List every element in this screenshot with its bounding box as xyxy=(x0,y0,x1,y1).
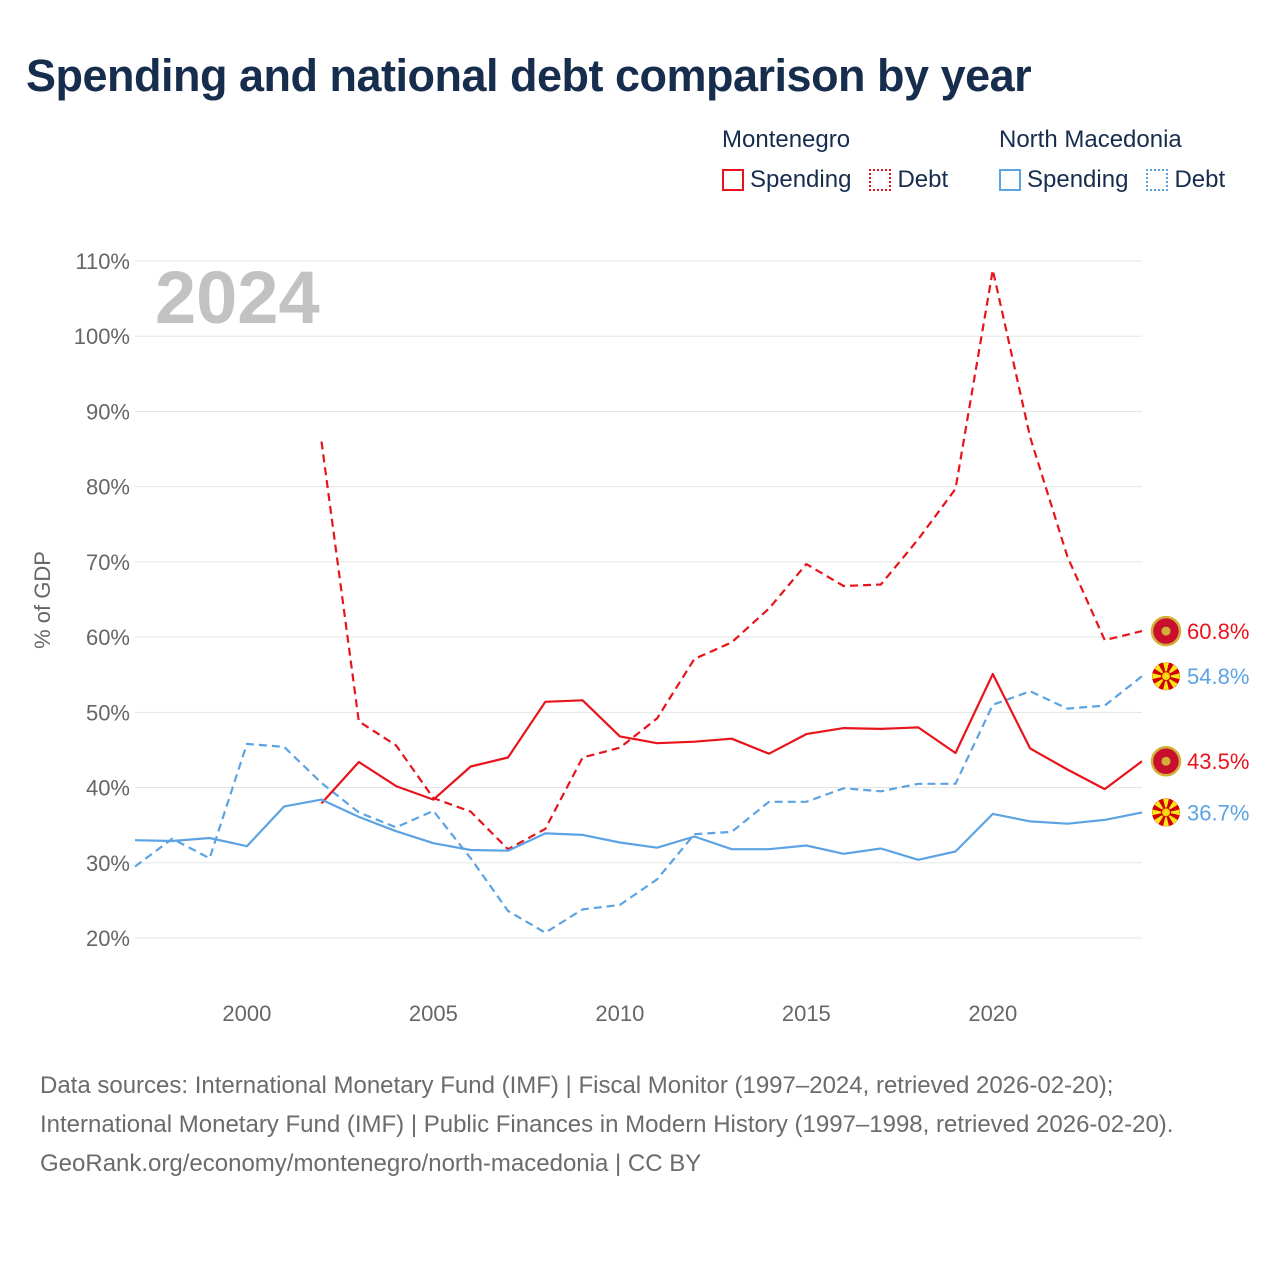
legend-item-north-macedonia-debt[interactable]: Debt xyxy=(1146,166,1225,194)
montenegro-flag-icon xyxy=(1150,615,1182,647)
dashed-line-swatch-icon xyxy=(1146,169,1169,191)
legend-item-montenegro-spending[interactable]: Spending xyxy=(722,166,851,194)
y-tick-label: 90% xyxy=(86,399,130,424)
legend-label: Spending xyxy=(750,166,852,193)
end-value-label: 60.8% xyxy=(1187,619,1249,644)
y-tick-label: 60% xyxy=(86,625,130,650)
x-tick-label: 2000 xyxy=(222,1001,271,1026)
legend-country-montenegro: Montenegro xyxy=(722,126,851,153)
legend-montenegro: Montenegro Spending Debt xyxy=(722,124,966,194)
footer: Data sources: International Monetary Fun… xyxy=(40,1066,1240,1183)
legend-label: Debt xyxy=(897,166,949,193)
north-macedonia-flag-icon xyxy=(1152,662,1180,691)
legend-item-north-macedonia-spending[interactable]: Spending xyxy=(999,166,1128,194)
y-tick-label: 40% xyxy=(86,776,130,801)
series-line-north-macedonia-spending[interactable] xyxy=(134,798,1143,861)
series-line-montenegro-debt[interactable] xyxy=(320,268,1143,851)
y-axis-label: % of GDP xyxy=(30,551,55,649)
legend-item-montenegro-debt[interactable]: Debt xyxy=(869,166,948,194)
legend-label: Debt xyxy=(1174,166,1226,193)
y-tick-label: 100% xyxy=(74,324,130,349)
dashed-line-swatch-icon xyxy=(869,169,892,191)
end-value-label: 43.5% xyxy=(1187,749,1249,774)
y-tick-label: 70% xyxy=(86,550,130,575)
chart-title: Spending and national debt comparison by… xyxy=(26,50,1032,101)
solid-line-swatch-icon xyxy=(999,169,1021,191)
legend-north-macedonia: North Macedonia Spending Debt xyxy=(999,124,1243,194)
line-chart: 20% 30% 40% 50% 60% 70% 80% 90% 100% 110% 2000 2005… xyxy=(30,249,1249,1026)
source-credit-link[interactable]: GeoRank.org/economy/montenegro/north-mac… xyxy=(40,1150,702,1177)
series-line-north-macedonia-debt[interactable] xyxy=(134,675,1143,934)
year-watermark: 2024 xyxy=(155,256,320,339)
y-tick-label: 50% xyxy=(86,700,130,725)
montenegro-flag-icon xyxy=(1150,745,1182,777)
y-tick-label: 80% xyxy=(86,475,130,500)
end-value-label: 54.8% xyxy=(1187,664,1249,689)
x-tick-label: 2020 xyxy=(968,1001,1017,1026)
x-tick-label: 2005 xyxy=(409,1001,458,1026)
series-line-montenegro-spending[interactable] xyxy=(320,672,1143,805)
y-tick-label: 30% xyxy=(86,851,130,876)
x-tick-label: 2010 xyxy=(595,1001,644,1026)
y-tick-label: 20% xyxy=(86,926,130,951)
legend-country-north-macedonia: North Macedonia xyxy=(999,126,1182,153)
data-sources: Data sources: International Monetary Fun… xyxy=(40,1072,1174,1138)
solid-line-swatch-icon xyxy=(722,169,744,191)
legend-label: Spending xyxy=(1027,166,1129,193)
end-value-label: 36.7% xyxy=(1187,800,1249,825)
north-macedonia-flag-icon xyxy=(1152,798,1180,827)
y-tick-label: 110% xyxy=(75,249,130,274)
x-tick-label: 2015 xyxy=(782,1001,831,1026)
